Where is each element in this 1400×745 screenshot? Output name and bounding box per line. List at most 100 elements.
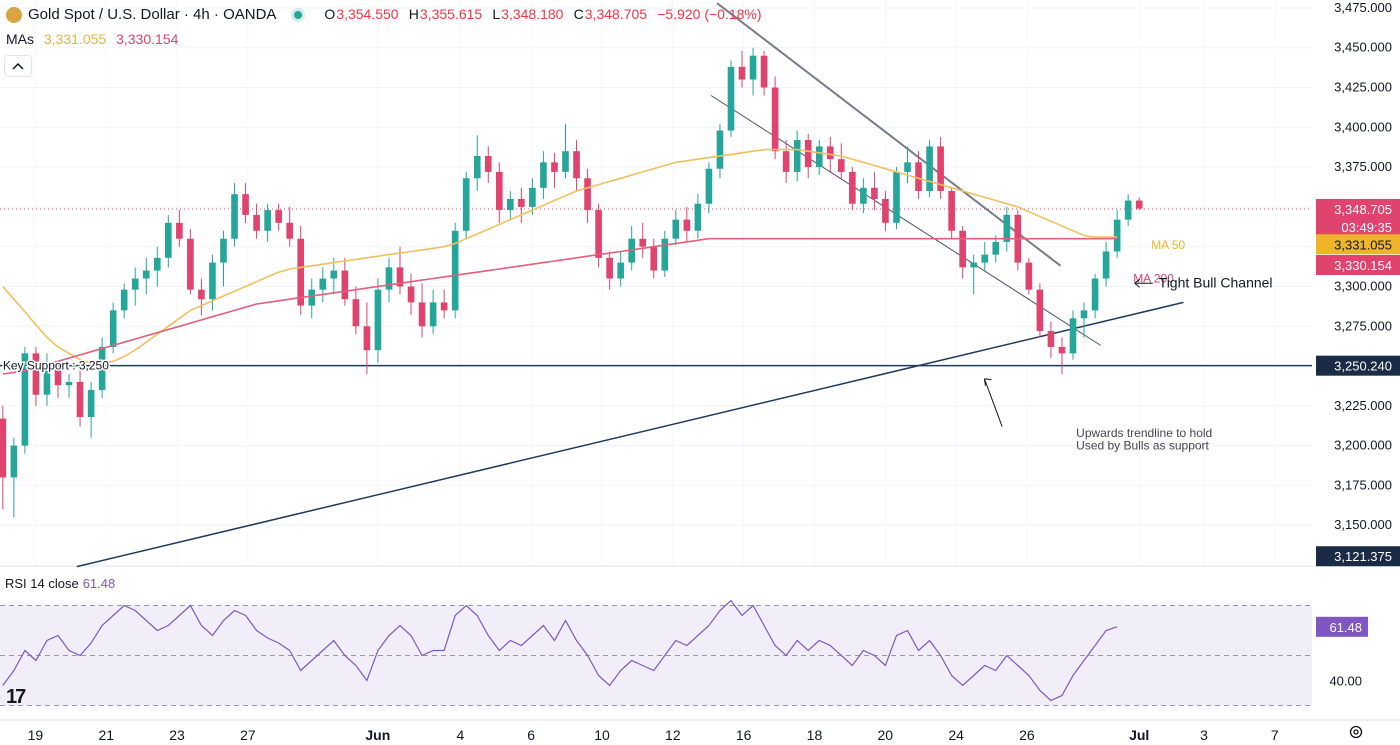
candle-body <box>1036 289 1044 332</box>
candle-body <box>43 369 51 395</box>
tradingview-logo[interactable]: 17 <box>6 686 26 708</box>
candle-body <box>374 289 382 351</box>
candle-body <box>904 162 911 172</box>
candle-body <box>694 203 702 231</box>
symbol-title[interactable]: Gold Spot / U.S. Dollar · 4h · OANDA <box>28 6 277 23</box>
candle-body <box>893 171 900 223</box>
close-label: C <box>573 6 584 22</box>
candle-body <box>760 55 768 88</box>
rsi-legend[interactable]: RSI 14 close 61.48 <box>5 576 115 591</box>
candle-body <box>562 151 569 172</box>
candle-body <box>308 289 316 306</box>
candle-body <box>330 270 338 279</box>
x-tick-label: 20 <box>878 727 894 743</box>
candle-body <box>407 286 415 303</box>
y-tick-label: 3,400.000 <box>1334 119 1392 134</box>
price-label-text: 3,121.375 <box>1334 549 1392 564</box>
candle-body <box>992 241 1000 255</box>
candle-body <box>727 66 735 131</box>
candle-body <box>10 445 18 478</box>
x-tick-label: 21 <box>98 727 114 743</box>
price-label-text: 03:49:35 <box>1341 220 1392 235</box>
candle-body <box>484 155 492 172</box>
candle-body <box>198 289 205 300</box>
candle-body <box>242 194 249 215</box>
candle-body <box>187 238 194 290</box>
candle-body <box>815 146 823 168</box>
rsi-line <box>2 599 1118 702</box>
x-tick-label: Jul <box>1129 727 1149 743</box>
candle-body <box>1003 214 1011 242</box>
candle-body <box>661 238 669 271</box>
candle-body <box>970 262 978 268</box>
price-label-box <box>1316 234 1400 255</box>
price-label-text: 3,348.705 <box>1334 202 1392 217</box>
candle-body <box>21 353 29 446</box>
candle-body <box>176 222 183 239</box>
candle-body <box>926 146 933 191</box>
trendline-pointer-arrowhead <box>983 378 992 386</box>
candle-body <box>573 151 580 179</box>
candle-body <box>220 238 227 263</box>
candle-body <box>639 238 647 247</box>
x-tick-label: 26 <box>1019 727 1035 743</box>
ma-legend[interactable]: MAs 3,331.055 3,330.154 <box>6 31 178 47</box>
candle-body <box>518 198 525 207</box>
rsi-label: RSI 14 close <box>5 576 79 591</box>
chart-header: Gold Spot / U.S. Dollar · 4h · OANDA O 3,… <box>6 6 762 23</box>
candle-body <box>937 146 944 191</box>
candle-body <box>495 171 503 211</box>
ma200-value: 3,330.154 <box>116 31 179 47</box>
candle-body <box>142 270 150 279</box>
rsi-current-label: 61.48 <box>1329 620 1362 635</box>
candle-body <box>617 262 624 279</box>
candle-body <box>264 210 271 231</box>
candle-body <box>771 87 779 152</box>
candle-body <box>672 219 680 239</box>
candle-body <box>551 162 558 172</box>
candle-body <box>782 151 790 172</box>
price-label-text: 3,331.055 <box>1334 237 1392 252</box>
candle-body <box>76 381 84 417</box>
x-tick-label: Jun <box>365 727 390 743</box>
candle-body <box>286 222 293 239</box>
y-tick-label: 3,225.000 <box>1334 398 1392 413</box>
candle-body <box>54 369 62 386</box>
candle-body <box>849 171 856 204</box>
candle-body <box>584 178 591 211</box>
x-tick-label: 23 <box>169 727 185 743</box>
y-tick-label: 3,150.000 <box>1334 517 1392 532</box>
x-tick-label: 19 <box>28 727 44 743</box>
candle-body <box>65 381 73 386</box>
close-value: 3,348.705 <box>584 6 648 22</box>
price-label-box <box>1316 198 1400 219</box>
collapse-button[interactable] <box>4 55 32 77</box>
rsi-current-box <box>1316 616 1368 637</box>
price-label-box <box>1316 254 1400 275</box>
candle-body <box>650 246 658 271</box>
candle-body <box>153 257 161 271</box>
y-tick-label: 3,475.000 <box>1334 0 1392 15</box>
candle-body <box>959 230 966 268</box>
candle-body <box>705 168 713 204</box>
gold-coin-icon <box>6 6 22 23</box>
candle-body <box>804 140 812 168</box>
candle-body <box>838 159 845 172</box>
candle-body <box>120 289 128 311</box>
x-tick-label: 16 <box>736 727 752 743</box>
ma50-label: MA 50 <box>1151 238 1185 252</box>
candle-body <box>462 178 470 231</box>
candle-body <box>1135 200 1143 209</box>
annotation-text: Key Support : 3,250 <box>3 359 109 373</box>
candle-body <box>98 346 106 390</box>
gear-icon[interactable] <box>1348 724 1364 745</box>
annotation-text: Tight Bull Channel <box>1159 274 1273 290</box>
open-label: O <box>324 6 336 22</box>
low-value: 3,348.180 <box>501 6 564 22</box>
x-tick-label: 7 <box>1271 727 1279 743</box>
candle-body <box>131 278 139 290</box>
candle-body <box>253 214 260 231</box>
annotation-text: Used by Bulls as support <box>1076 439 1209 453</box>
candle-body <box>0 418 7 478</box>
x-tick-label: 12 <box>665 727 681 743</box>
